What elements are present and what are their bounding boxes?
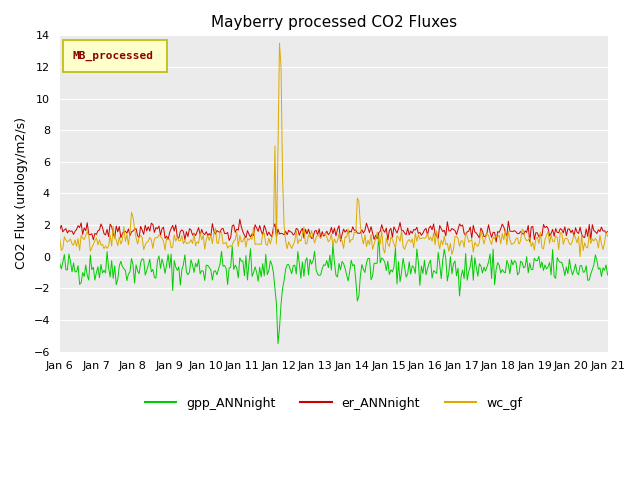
wc_gf [576, 254, 584, 260]
er_ANNnight [492, 239, 500, 245]
Title: Mayberry processed CO2 Fluxes: Mayberry processed CO2 Fluxes [211, 15, 457, 30]
wc_gf [56, 236, 63, 242]
er_ANNnight [239, 229, 247, 235]
er_ANNnight [604, 229, 611, 235]
gpp_ANNnight [576, 263, 584, 268]
er_ANNnight [576, 224, 584, 230]
Line: gpp_ANNnight: gpp_ANNnight [60, 234, 607, 344]
Text: MB_processed: MB_processed [72, 51, 154, 61]
gpp_ANNnight [123, 278, 131, 284]
gpp_ANNnight [604, 272, 611, 278]
er_ANNnight [123, 230, 131, 236]
wc_gf [297, 238, 305, 244]
gpp_ANNnight [220, 264, 227, 269]
wc_gf [220, 241, 227, 247]
Line: wc_gf: wc_gf [60, 43, 607, 257]
gpp_ANNnight [56, 261, 63, 266]
wc_gf [604, 233, 611, 239]
er_ANNnight [220, 226, 227, 231]
wc_gf [276, 40, 284, 46]
Y-axis label: CO2 Flux (urology/m2/s): CO2 Flux (urology/m2/s) [15, 118, 28, 269]
gpp_ANNnight [274, 341, 282, 347]
wc_gf [237, 239, 245, 245]
gpp_ANNnight [375, 231, 383, 237]
wc_gf [246, 235, 254, 241]
er_ANNnight [297, 228, 305, 234]
Line: er_ANNnight: er_ANNnight [60, 219, 607, 242]
wc_gf [123, 232, 131, 238]
er_ANNnight [236, 216, 244, 222]
gpp_ANNnight [246, 246, 254, 252]
wc_gf [575, 234, 582, 240]
er_ANNnight [248, 231, 256, 237]
gpp_ANNnight [237, 258, 245, 264]
Legend: gpp_ANNnight, er_ANNnight, wc_gf: gpp_ANNnight, er_ANNnight, wc_gf [140, 392, 527, 415]
FancyBboxPatch shape [63, 40, 166, 72]
er_ANNnight [56, 227, 63, 232]
gpp_ANNnight [297, 275, 305, 281]
